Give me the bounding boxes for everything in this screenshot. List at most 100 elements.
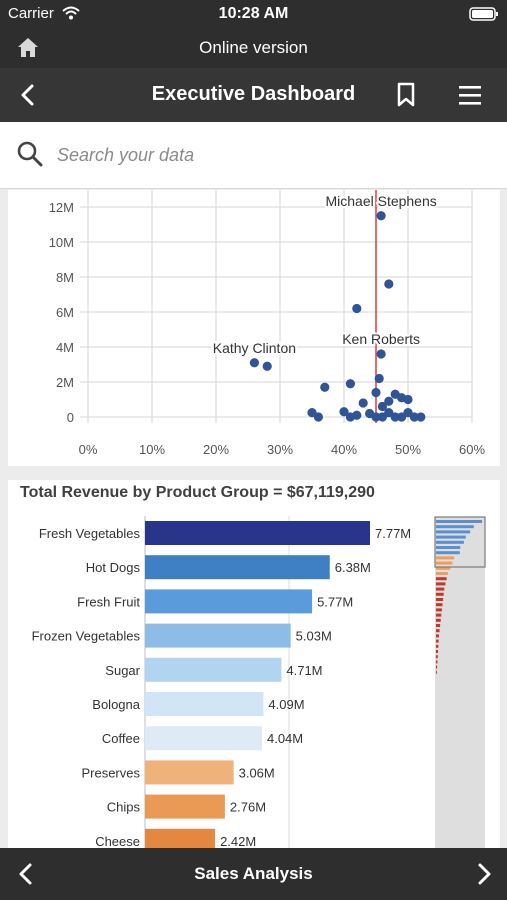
data-point <box>374 373 384 384</box>
data-point <box>339 407 349 417</box>
value-label: 4.71M <box>286 663 322 678</box>
data-point <box>384 396 394 406</box>
category-label: Preserves <box>81 765 140 780</box>
point-label: Kathy Clinton <box>213 340 296 356</box>
minichart-bar <box>436 556 455 560</box>
clock: 10:28 AM <box>218 5 289 22</box>
minichart-bar <box>436 670 437 674</box>
bar <box>145 794 225 819</box>
prev-chevron-icon[interactable] <box>16 862 36 891</box>
hamburger-menu-icon[interactable] <box>458 84 482 111</box>
data-point <box>313 412 323 422</box>
minichart-bar <box>436 582 446 586</box>
data-point <box>320 382 330 392</box>
bar <box>145 623 291 648</box>
y-tick-label: 0 <box>67 410 74 425</box>
data-point <box>416 412 426 422</box>
category-label: Bologna <box>92 697 140 712</box>
minichart-bar <box>436 639 439 643</box>
category-label: Frozen Vegetables <box>32 629 141 644</box>
minichart-bar <box>436 551 460 555</box>
data-point <box>371 412 381 422</box>
bottom-bar: Sales Analysis <box>0 848 507 900</box>
bar-chart[interactable]: Fresh Vegetables 7.77M Hot Dogs 6.38M Fresh … <box>8 480 500 848</box>
battery-icon <box>469 7 499 26</box>
value-label: 5.03M <box>296 629 332 644</box>
minichart-bar <box>436 603 443 607</box>
data-point <box>352 303 362 314</box>
y-tick-label: 2M <box>56 375 74 390</box>
data-point <box>377 401 387 412</box>
search-icon[interactable] <box>16 140 44 173</box>
category-label: Chips <box>107 800 141 815</box>
minichart-bar <box>436 655 438 659</box>
wifi-icon <box>62 6 80 25</box>
x-tick-label: 40% <box>331 442 357 457</box>
page-title: Executive Dashboard <box>151 83 356 105</box>
data-point <box>262 361 272 371</box>
value-label: 2.42M <box>220 834 256 848</box>
data-point <box>345 379 355 389</box>
status-bar: Carrier 10:28 AM <box>0 0 507 28</box>
minichart-bar <box>436 577 447 581</box>
minichart-bar <box>436 644 439 648</box>
minichart-bar <box>436 608 442 612</box>
bar-chart-card: Total Revenue by Product Group = $67,119… <box>8 480 500 848</box>
x-tick-label: 50% <box>395 442 421 457</box>
x-tick-label: 20% <box>203 442 229 457</box>
online-version-bar: Online version <box>0 28 507 68</box>
online-version-title: Online version <box>199 38 308 57</box>
value-label: 5.77M <box>317 594 353 609</box>
next-chevron-icon[interactable] <box>474 862 494 891</box>
data-point <box>358 398 368 408</box>
bookmark-icon[interactable] <box>396 82 416 113</box>
minichart-bar <box>436 618 441 622</box>
y-tick-label: 4M <box>56 340 74 355</box>
bar <box>145 692 264 716</box>
sheet-title: Sales Analysis <box>194 864 313 883</box>
minichart-viewport <box>434 516 486 568</box>
minichart-bar <box>436 587 445 591</box>
data-point <box>376 211 386 221</box>
minichart-bar <box>436 530 471 534</box>
value-label: 4.04M <box>267 731 303 746</box>
bar <box>145 521 370 545</box>
data-point <box>397 412 407 422</box>
x-tick-label: 60% <box>459 442 485 457</box>
search-bar[interactable]: Search your data <box>0 122 507 189</box>
bar-chart-title: Total Revenue by Product Group = $67,119… <box>20 484 375 501</box>
minichart-bar <box>436 546 461 549</box>
data-point <box>345 412 355 422</box>
scatter-chart-card: 0 2M 4M 6M 8M 10M 12M 0% 10% 20% 30% 40% 50% 60% Micha… <box>8 190 500 466</box>
value-label: 2.76M <box>230 800 266 815</box>
x-tick-label: 30% <box>267 442 293 457</box>
category-label: Sugar <box>105 663 140 678</box>
bar <box>145 760 234 785</box>
minichart-bar <box>436 598 444 601</box>
category-label: Fresh Vegetables <box>39 526 141 541</box>
bar <box>145 589 313 614</box>
back-chevron-icon[interactable] <box>18 83 38 112</box>
carrier-label: Carrier <box>8 5 54 22</box>
minichart-bar <box>436 624 441 627</box>
y-tick-label: 10M <box>49 235 74 250</box>
minichart-bar <box>436 613 442 617</box>
data-point <box>403 394 413 405</box>
data-point <box>376 349 386 359</box>
value-label: 6.38M <box>335 560 371 575</box>
minichart-bar <box>436 520 482 523</box>
value-label: 3.06M <box>239 765 275 780</box>
data-point <box>249 358 259 368</box>
minichart-bar <box>436 525 474 529</box>
search-input[interactable]: Search your data <box>57 145 195 165</box>
point-label: Ken Roberts <box>342 331 420 347</box>
minichart-bar <box>436 566 451 570</box>
home-icon[interactable] <box>16 36 40 63</box>
scatter-chart[interactable]: 0 2M 4M 6M 8M 10M 12M 0% 10% 20% 30% 40% 50% 60% Micha… <box>8 190 500 466</box>
nav-bar: Executive Dashboard <box>0 68 507 122</box>
value-label: 4.09M <box>268 697 304 712</box>
data-point <box>384 279 394 289</box>
minichart-bar <box>436 535 466 539</box>
data-point <box>377 412 387 422</box>
minichart-bar <box>436 660 438 664</box>
